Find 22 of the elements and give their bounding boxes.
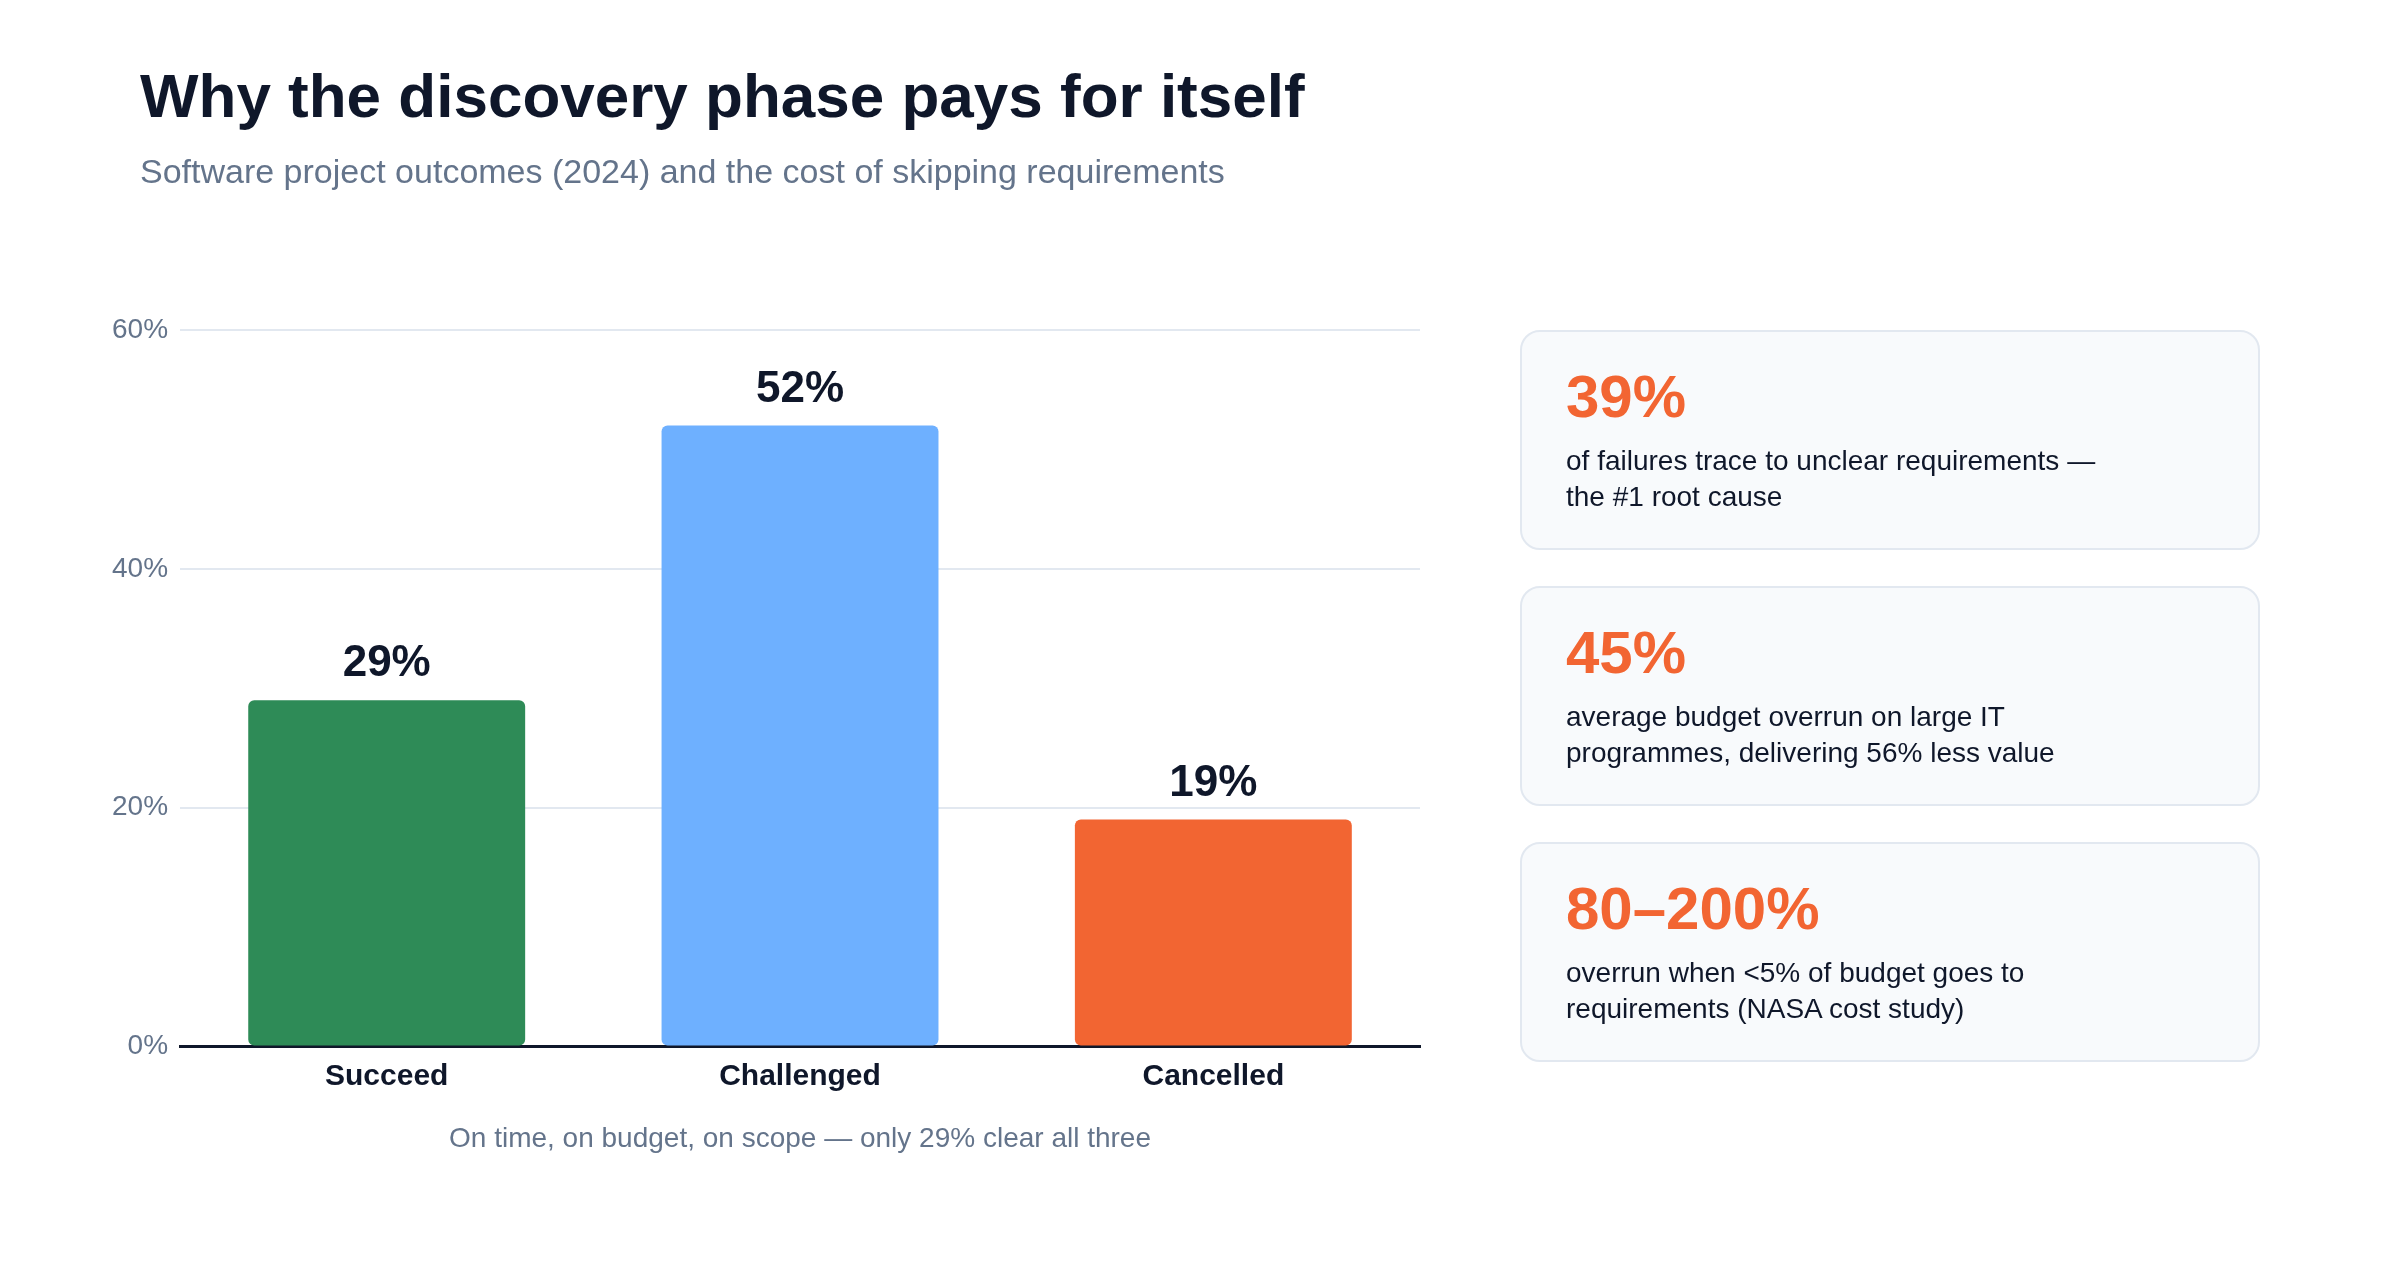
text: average budget overrun on large IT programmes, delivering 56% less value (1566, 700, 2056, 770)
x-tick-label: Cancelled (1142, 1057, 1285, 1091)
text: overrun when <5% of budget goes to requirements (NASA cost study) (1566, 956, 2026, 1026)
x-tick-label: Challenged (719, 1057, 881, 1091)
bar (1074, 819, 1352, 1046)
data-label: 52% (755, 361, 845, 411)
y-tick-label: 40% (111, 551, 169, 583)
text: 39% (1566, 362, 1688, 431)
data-label: 19% (1169, 755, 1258, 805)
y-tick-label: 60% (111, 312, 169, 344)
x-tick-label: Succeed (325, 1057, 449, 1091)
y-tick-label: 20% (111, 790, 169, 822)
chart-subtitle: Software project outcomes (2024) and the cost of skipping requirements (140, 152, 1225, 191)
text: 80–200% (1566, 874, 1821, 943)
chart-title: Why the discovery phase pays for itself (140, 60, 1305, 131)
data-label: 29% (342, 636, 431, 686)
bar (248, 700, 526, 1046)
y-tick-label: 0% (127, 1029, 169, 1061)
bar (661, 425, 939, 1046)
text: 45% (1566, 618, 1688, 687)
text: of failures trace to unclear requirements — the #1 root cause (1566, 444, 2097, 514)
x-axis-title: On time, on budget, on scope — only 29% clear all three (449, 1121, 1151, 1153)
